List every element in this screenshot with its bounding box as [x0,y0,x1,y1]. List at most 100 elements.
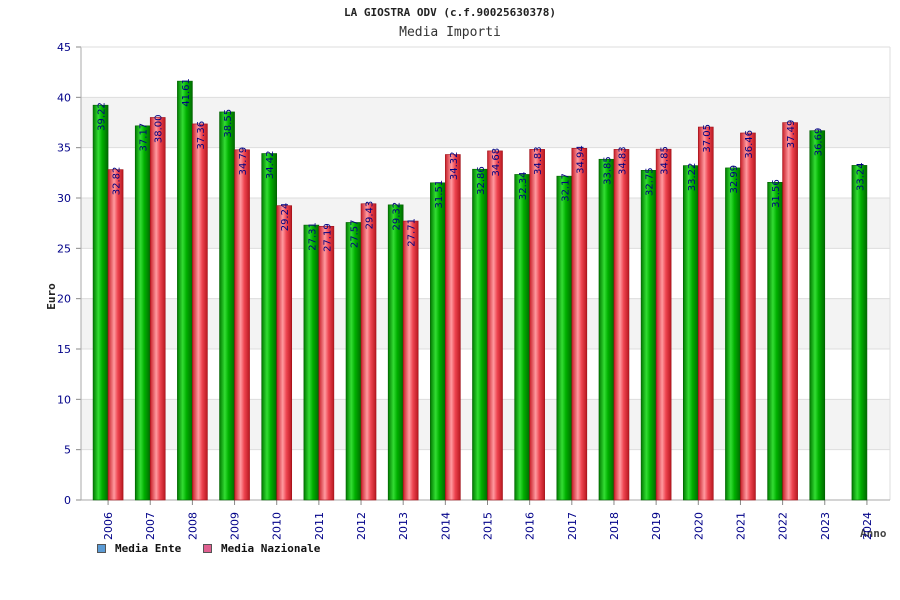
bar-media-ente [514,174,530,501]
bar-media-nazionale [529,149,545,501]
data-label: 34.79 [238,147,249,176]
bar-media-ente [725,167,741,501]
data-label: 29.32 [392,202,403,231]
data-label: 27.31 [307,222,318,251]
data-label: 32.17 [560,173,571,202]
data-label: 33.22 [687,163,698,192]
legend-swatch-media-nazionale [203,544,212,553]
legend-label-media-nazionale: Media Nazionale [221,542,321,555]
data-label: 32.86 [476,166,487,195]
x-tick-label: 2010 [271,512,284,540]
bar-media-ente [92,104,109,501]
bar-media-nazionale [571,147,588,501]
bar-media-ente [219,111,235,501]
bar-media-nazionale [445,154,461,501]
data-label: 41.61 [181,78,192,107]
x-tick-label: 2008 [186,512,199,540]
y-tick-label: 40 [57,91,71,104]
bar-media-ente [598,158,615,501]
bar-media-ente [851,165,868,501]
x-tick-label: 2023 [819,512,832,540]
data-label: 34.83 [533,146,544,175]
bar-media-nazionale [234,149,250,501]
data-label: 34.94 [575,145,586,174]
bar-media-nazionale [107,169,124,501]
x-axis-label: Anno [860,527,887,540]
data-label: 34.83 [617,146,628,175]
y-tick-label: 15 [57,343,71,356]
bar-media-ente [430,182,446,501]
x-tick-label: 2011 [313,512,326,540]
data-label: 34.85 [660,146,671,175]
data-label: 38.55 [223,109,234,138]
data-label: 34.68 [491,148,502,177]
x-tick-label: 2022 [777,512,790,540]
data-label: 37.36 [196,121,207,150]
data-label: 29.43 [365,201,376,230]
data-label: 38.00 [154,114,165,143]
y-tick-label: 45 [57,41,71,54]
data-label: 27.19 [322,223,333,252]
x-tick-label: 2021 [734,512,747,540]
chart-subtitle: Media Importi [399,25,501,40]
data-label: 27.57 [350,219,361,248]
bar-media-nazionale [487,150,503,501]
bar-media-ente [345,222,362,501]
bar-media-nazionale [149,117,166,501]
y-tick-label: 20 [57,293,71,306]
data-label: 37.05 [702,124,713,153]
data-label: 31.56 [771,179,782,208]
data-label: 32.75 [645,167,656,196]
bar-media-ente [472,168,488,501]
y-tick-label: 25 [57,242,71,255]
data-label: 36.46 [744,130,755,159]
bar-media-ente [177,80,193,501]
y-tick-label: 30 [57,192,71,205]
bar-media-nazionale [402,220,419,501]
bar-media-ente [640,170,657,501]
bar-media-nazionale [613,149,630,501]
data-label: 33.24 [855,162,866,191]
x-tick-label: 2013 [397,512,410,540]
data-label: 37.17 [139,123,150,152]
data-label: 34.32 [449,152,460,181]
bar-media-nazionale [782,122,798,501]
bar-media-ente [134,125,151,501]
x-tick-label: 2015 [482,512,495,540]
x-tick-label: 2007 [144,512,157,540]
data-label: 32.82 [112,167,123,196]
data-label: 33.85 [602,156,613,185]
bar-media-ente [809,130,826,501]
legend-swatch-media-ente [97,544,106,553]
chart-title: LA GIOSTRA ODV (c.f.90025630378) [344,6,556,19]
data-label: 29.24 [280,203,291,232]
legend-label-media-ente: Media Ente [115,542,182,555]
x-tick-label: 2014 [439,512,452,540]
bar-media-nazionale [697,126,714,501]
bar-media-nazionale [740,132,756,501]
bar-media-nazionale [318,225,335,501]
legend-item-media-nazionale: Media Nazionale [203,542,320,555]
data-label: 36.69 [813,128,824,157]
x-tick-label: 2006 [102,512,115,540]
x-tick-label: 2012 [355,512,368,540]
data-label: 31.51 [434,180,445,209]
data-label: 32.99 [729,165,740,194]
data-label: 34.42 [265,151,276,180]
bar-media-ente [682,165,699,501]
bar-media-nazionale [360,203,377,501]
x-tick-label: 2018 [608,512,621,540]
y-tick-label: 35 [57,142,71,155]
data-label: 27.71 [407,218,418,247]
data-label: 32.34 [518,171,529,200]
y-tick-label: 0 [64,494,71,507]
bar-media-nazionale [276,205,293,501]
x-tick-label: 2009 [229,512,242,540]
bar-media-nazionale [655,148,672,501]
bar-media-ente [767,181,783,501]
y-tick-label: 5 [64,444,71,457]
legend-item-media-ente: Media Ente [97,542,181,555]
data-label: 37.49 [786,120,797,149]
